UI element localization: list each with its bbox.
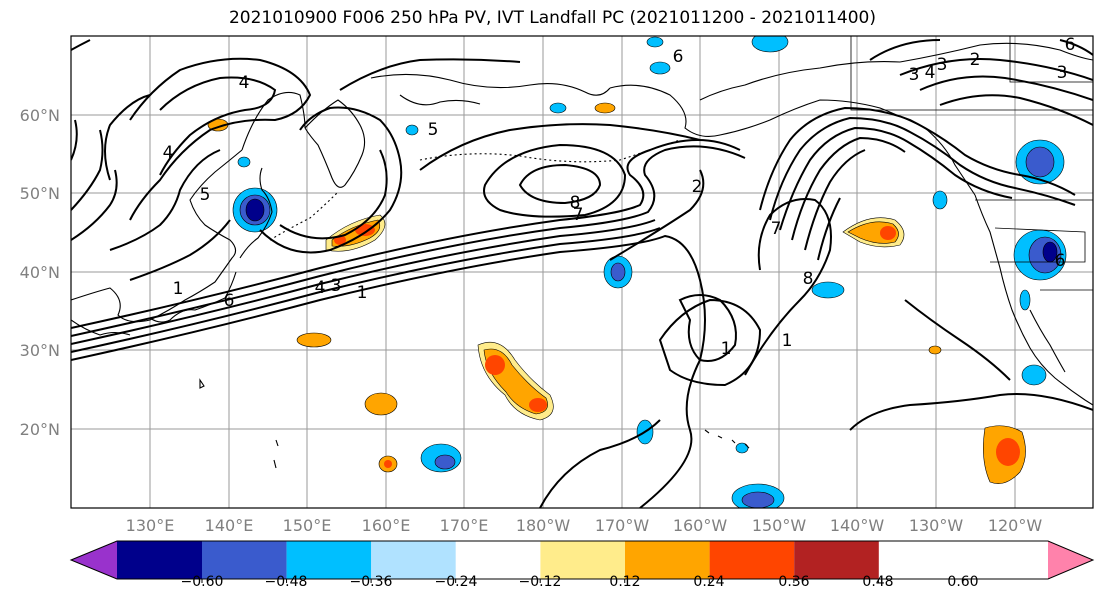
contour-label: 3 bbox=[331, 276, 342, 296]
colorbar-tick: −0.36 bbox=[350, 574, 393, 590]
lon-label: 150°W bbox=[752, 516, 807, 535]
colorbar-segment bbox=[455, 541, 541, 579]
contour-label: 8 bbox=[570, 193, 581, 213]
colorbar-segment bbox=[625, 541, 710, 579]
colorbar-extend-low bbox=[71, 541, 117, 579]
map-title: 2021010900 F006 250 hPa PV, IVT Landfall… bbox=[228, 8, 876, 28]
lat-label: 40°N bbox=[20, 263, 60, 282]
contour-label: 3 bbox=[1057, 63, 1068, 83]
contour-label: 2 bbox=[970, 50, 981, 70]
map-panel: 4 4 5 5 6 8 7 2 7 1 4 3 1 1 6 8 2 1 3 3 … bbox=[71, 35, 1093, 508]
colorbar-outline bbox=[69, 540, 1095, 580]
contour-label: 1 bbox=[173, 279, 184, 299]
contour-label: 2 bbox=[692, 177, 703, 197]
contour-label: 7 bbox=[771, 219, 782, 239]
contour-label: 6 bbox=[1055, 251, 1066, 271]
lat-label: 30°N bbox=[20, 341, 60, 360]
colorbar-segment bbox=[371, 541, 456, 579]
lon-label: 130°E bbox=[126, 516, 175, 535]
lon-label: 180°W bbox=[516, 516, 571, 535]
colorbar-tick: −0.24 bbox=[435, 574, 478, 590]
longitude-labels: 130°E 140°E 150°E 160°E 170°E 180°W 170°… bbox=[126, 516, 1043, 535]
colorbar-tick: 0.36 bbox=[778, 574, 809, 590]
contour-label: 6 bbox=[673, 47, 684, 67]
latitude-labels: 60°N 50°N 40°N 30°N 20°N bbox=[20, 106, 60, 439]
contour-label: 4 bbox=[315, 278, 326, 298]
borders bbox=[850, 36, 1093, 291]
colorbar-tick: −0.48 bbox=[265, 574, 308, 590]
colorbar-segment bbox=[286, 541, 372, 579]
colorbar-segment bbox=[709, 541, 795, 579]
coastlines bbox=[71, 42, 1093, 469]
contour-label: 5 bbox=[428, 120, 439, 140]
colorbar-tick: −0.12 bbox=[519, 574, 562, 590]
colorbar-tick: 0.24 bbox=[693, 574, 724, 590]
contour-label: 5 bbox=[200, 185, 211, 205]
lat-label: 60°N bbox=[20, 106, 60, 125]
lon-label: 150°E bbox=[283, 516, 332, 535]
contour-label: 1 bbox=[721, 339, 732, 359]
map-frame bbox=[70, 35, 1094, 509]
colorbar-ticks: −0.60 −0.48 −0.36 −0.24 −0.12 0.12 0.24 … bbox=[181, 574, 979, 590]
colorbar-tick: 0.48 bbox=[862, 574, 893, 590]
colorbar-tick: 0.12 bbox=[609, 574, 640, 590]
contour-label: 4 bbox=[925, 63, 936, 83]
contour-label: 4 bbox=[163, 143, 174, 163]
lon-label: 170°E bbox=[440, 516, 489, 535]
contour-label: 1 bbox=[357, 283, 368, 303]
contour-label: 8 bbox=[803, 269, 814, 289]
contour-label: 4 bbox=[239, 73, 250, 93]
colorbar-segment bbox=[794, 541, 879, 579]
contour-label: 3 bbox=[909, 65, 920, 85]
pv-contours bbox=[71, 39, 1093, 508]
colorbar-extend-high bbox=[1048, 541, 1093, 579]
contour-label: 6 bbox=[224, 291, 235, 311]
contour-labels: 4 4 5 5 6 8 7 2 7 1 4 3 1 1 6 8 2 1 3 3 … bbox=[163, 35, 1076, 359]
colorbar-tick: 0.60 bbox=[947, 574, 978, 590]
lon-label: 130°W bbox=[909, 516, 964, 535]
contour-label: 3 bbox=[937, 55, 948, 75]
lon-label: 160°E bbox=[362, 516, 411, 535]
colorbar-segment bbox=[540, 541, 625, 579]
ivt-shading bbox=[207, 36, 1067, 508]
colorbar-segment bbox=[202, 541, 287, 579]
lon-label: 170°W bbox=[595, 516, 650, 535]
contour-label: 7 bbox=[573, 205, 584, 225]
lon-label: 140°E bbox=[205, 516, 254, 535]
lon-label: 160°W bbox=[673, 516, 728, 535]
lon-label: 120°W bbox=[988, 516, 1043, 535]
contour-label: 1 bbox=[782, 331, 793, 351]
colorbar-tick: −0.60 bbox=[181, 574, 224, 590]
contour-label: 6 bbox=[1065, 35, 1076, 55]
lat-label: 50°N bbox=[20, 184, 60, 203]
lon-label: 140°W bbox=[830, 516, 885, 535]
lat-label: 20°N bbox=[20, 420, 60, 439]
colorbar-segment bbox=[117, 541, 202, 579]
colorbar bbox=[69, 540, 1095, 583]
